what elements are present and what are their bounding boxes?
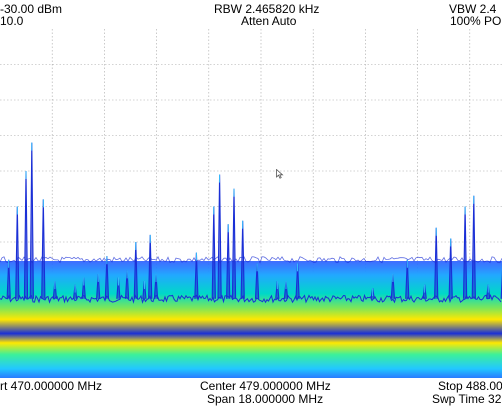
signal-peak bbox=[23, 170, 29, 299]
signal-peak bbox=[240, 220, 245, 299]
attenuation-readout: Atten Auto bbox=[241, 14, 297, 28]
signal-peak bbox=[462, 206, 468, 299]
signal-peak bbox=[283, 280, 289, 299]
rbw-readout: RBW 2.465820 kHz bbox=[214, 2, 320, 16]
persistence-band bbox=[0, 261, 502, 378]
vbw-readout: VBW 2.4 bbox=[449, 2, 497, 16]
persistence-readout: 100% PO bbox=[450, 14, 502, 28]
signal-peaks bbox=[6, 142, 502, 299]
signal-peak bbox=[275, 280, 280, 299]
mouse-pointer-icon bbox=[276, 169, 284, 179]
signal-peak bbox=[15, 206, 20, 299]
signal-peak bbox=[471, 195, 476, 299]
spectrum-plot[interactable] bbox=[0, 29, 502, 378]
signal-peak bbox=[29, 142, 34, 299]
center-frequency: Center 479.000000 MHz bbox=[200, 379, 331, 393]
signal-peak bbox=[295, 263, 300, 299]
start-frequency: rt 470.000000 MHz bbox=[0, 379, 103, 393]
signal-peak bbox=[254, 263, 260, 299]
signal-peak bbox=[434, 227, 439, 299]
signal-peak bbox=[52, 280, 58, 299]
signal-peak bbox=[133, 241, 138, 299]
noise-envelope-line bbox=[0, 256, 502, 264]
signal-peak bbox=[448, 238, 453, 299]
signal-peak bbox=[226, 224, 231, 299]
scale-per-division: 10.0 bbox=[0, 14, 24, 28]
span-readout: Span 18.000000 MHz bbox=[207, 392, 324, 406]
signal-peak bbox=[217, 174, 222, 299]
signal-peak bbox=[211, 206, 216, 299]
signal-peak bbox=[231, 188, 237, 299]
stop-frequency: Stop 488.00 bbox=[438, 379, 502, 393]
reference-level: -30.00 dBm bbox=[0, 2, 63, 16]
signal-peak bbox=[142, 280, 147, 299]
sweep-time: Swp Time 32m bbox=[432, 392, 502, 406]
signal-peak bbox=[41, 199, 46, 299]
signal-peak bbox=[148, 234, 153, 299]
